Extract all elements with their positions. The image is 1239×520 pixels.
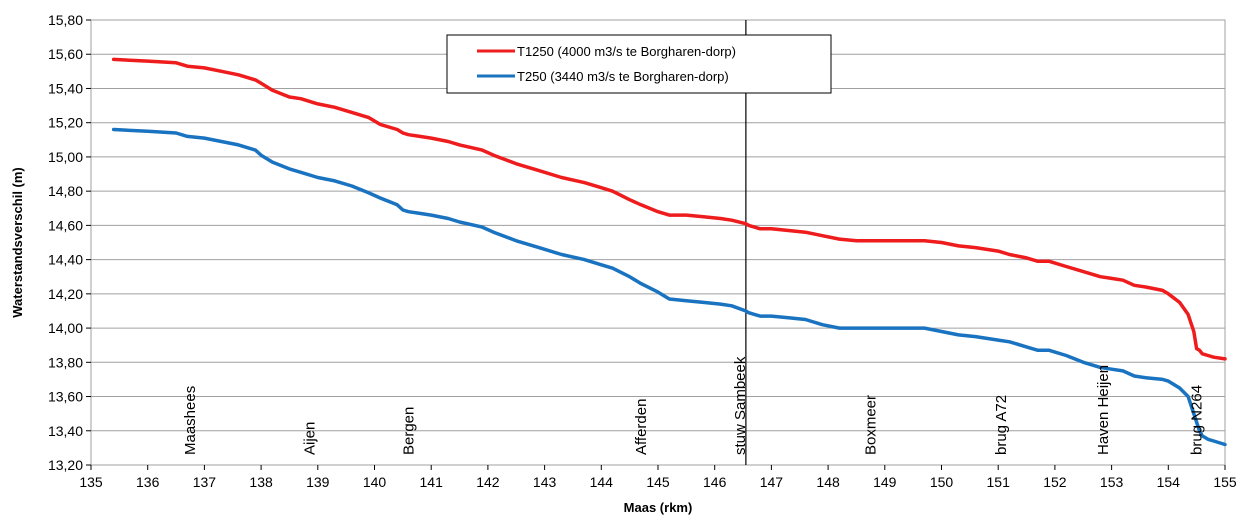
x-tick-label: 152 — [1043, 474, 1067, 490]
y-tick-label: 13,40 — [48, 423, 83, 439]
x-tick-label: 151 — [987, 474, 1011, 490]
x-tick-label: 155 — [1213, 474, 1237, 490]
y-tick-label: 14,00 — [48, 320, 83, 336]
series-line-t1250 — [111, 57, 1227, 361]
x-axis-title: Maas (rkm) — [624, 500, 693, 515]
legend-label-t250: T250 (3440 m3/s te Borgharen-dorp) — [517, 69, 729, 84]
y-tick-label: 14,60 — [48, 217, 83, 233]
location-label: brug A72 — [993, 395, 1010, 455]
x-tick-label: 144 — [590, 474, 614, 490]
y-tick-label: 13,60 — [48, 389, 83, 405]
x-axis-ticks: 135 136 137 138 139 140 141 142 143 144 145 146 147 1… — [79, 465, 1237, 490]
x-tick-label: 153 — [1100, 474, 1124, 490]
x-tick-label: 150 — [930, 474, 954, 490]
y-axis-ticks: 13,20 13,40 13,60 13,80 14,00 14,20 14,40 14,60… — [48, 12, 91, 473]
y-tick-label: 14,40 — [48, 252, 83, 268]
location-label: Maashees — [182, 386, 199, 455]
series-lines — [111, 57, 1227, 447]
x-tick-label: 147 — [760, 474, 784, 490]
location-label: Afferden — [633, 399, 650, 455]
x-tick-label: 154 — [1157, 474, 1181, 490]
x-tick-label: 148 — [816, 474, 840, 490]
x-tick-label: 140 — [363, 474, 387, 490]
y-tick-label: 15,80 — [48, 12, 83, 28]
location-label: Boxmeer — [863, 395, 880, 455]
location-label: brug N264 — [1189, 385, 1206, 455]
y-tick-label: 14,20 — [48, 286, 83, 302]
legend-label-t1250: T1250 (4000 m3/s te Borgharen-dorp) — [517, 44, 736, 59]
x-tick-label: 137 — [193, 474, 217, 490]
location-label: stuw Sambeek — [732, 356, 749, 455]
y-tick-label: 13,20 — [48, 457, 83, 473]
location-label: Bergen — [401, 407, 418, 455]
y-tick-label: 14,80 — [48, 183, 83, 199]
y-tick-label: 15,60 — [48, 46, 83, 62]
x-tick-label: 142 — [476, 474, 500, 490]
y-axis-title: Waterstandsverschil (m) — [10, 167, 25, 318]
y-tick-label: 15,00 — [48, 149, 83, 165]
x-tick-label: 143 — [533, 474, 557, 490]
x-tick-label: 141 — [420, 474, 444, 490]
x-tick-label: 145 — [646, 474, 670, 490]
location-label: Haven Heijen — [1095, 365, 1112, 455]
x-tick-label: 149 — [873, 474, 897, 490]
y-tick-label: 15,20 — [48, 115, 83, 131]
x-tick-label: 135 — [79, 474, 103, 490]
y-tick-label: 13,80 — [48, 354, 83, 370]
legend: T1250 (4000 m3/s te Borgharen-dorp) T250… — [446, 34, 832, 94]
x-tick-label: 136 — [136, 474, 160, 490]
location-label: Aijen — [301, 422, 318, 455]
x-tick-label: 146 — [703, 474, 727, 490]
location-labels: Maashees Aijen Bergen Afferden stuw Sambeek B… — [182, 356, 1205, 455]
legend-box — [446, 34, 832, 94]
y-tick-label: 15,40 — [48, 80, 83, 96]
x-tick-label: 138 — [249, 474, 273, 490]
series-line-t250 — [111, 127, 1227, 447]
x-tick-label: 139 — [306, 474, 330, 490]
